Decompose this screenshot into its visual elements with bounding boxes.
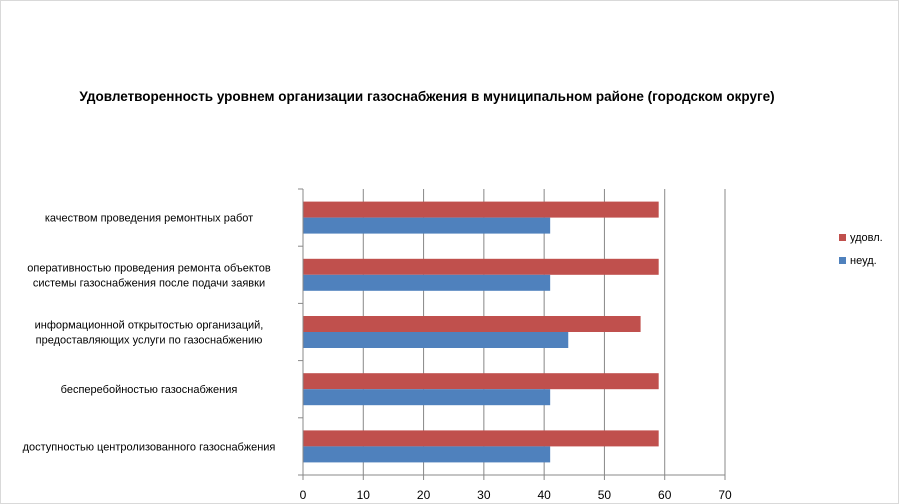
- legend-swatch: [839, 234, 846, 241]
- bar-udovl: [303, 201, 659, 218]
- category-label: бесперебойностью газоснабжения: [61, 384, 238, 396]
- x-tick-label: 70: [718, 488, 732, 502]
- category-label: качеством проведения ремонтных работ: [45, 213, 253, 225]
- bar-neud: [303, 217, 551, 234]
- x-tick-label: 0: [300, 488, 307, 502]
- category-label: информационной открытостью организаций,: [35, 320, 264, 332]
- legend-label: удовл.: [850, 232, 883, 244]
- bar-udovl: [303, 316, 641, 332]
- category-label: предоставляющих услуги по газоснабжению: [36, 335, 263, 347]
- bar-udovl: [303, 430, 659, 447]
- legend-label: неуд.: [850, 255, 877, 267]
- x-tick-label: 30: [477, 488, 491, 502]
- bar-neud: [303, 332, 569, 348]
- x-tick-label: 60: [658, 488, 672, 502]
- x-tick-label: 40: [537, 488, 551, 502]
- legend-swatch: [839, 257, 846, 264]
- chart-title: Удовлетворенность уровнем организации га…: [79, 89, 775, 104]
- bar-neud: [303, 274, 551, 291]
- x-tick-label: 20: [417, 488, 431, 502]
- bar-neud: [303, 389, 551, 406]
- bar-udovl: [303, 258, 659, 275]
- category-label: доступностью центролизованного газоснабж…: [23, 441, 276, 453]
- x-tick-label: 50: [598, 488, 612, 502]
- category-label: системы газоснабжения после подачи заявк…: [33, 277, 265, 289]
- bar-neud: [303, 446, 551, 463]
- bar-udovl: [303, 373, 659, 390]
- x-tick-label: 10: [357, 488, 371, 502]
- category-label: оперативностью проведения ремонта объект…: [27, 262, 271, 274]
